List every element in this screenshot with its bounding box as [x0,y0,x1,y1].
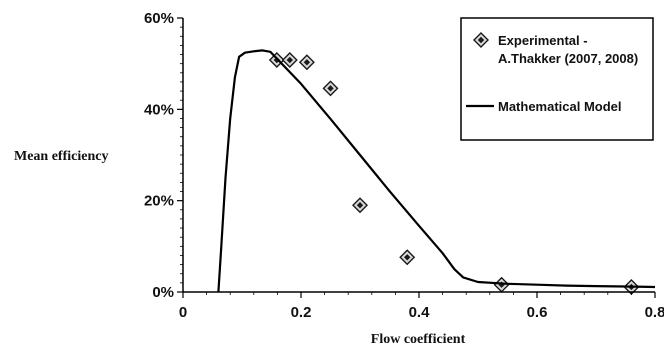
x-tick-label: 0.2 [291,304,312,321]
model-line [217,49,656,293]
x-tick-label: 0 [179,304,187,321]
y-tick-label: 20% [144,193,174,210]
x-axis-title: Flow coefficient [371,332,466,347]
experimental-point [281,52,298,69]
legend-box [460,17,654,141]
y-axis-title: Mean efficiency [14,149,108,164]
diamond-inner [404,254,411,261]
y-tick-label: 0% [152,284,174,301]
x-tick-label: 0.6 [527,304,548,321]
experimental-point [352,197,368,214]
diamond-inner [477,36,485,44]
y-tick-label: 60% [144,10,174,27]
axes: 0% 20% 40% 60% 0 0.2 0.4 0.6 0.8 [144,10,664,321]
legend-experimental-label: Experimental - [498,33,588,48]
legend: Experimental - A.Thakker (2007, 2008) Math… [460,17,654,141]
y-tick-label: 40% [144,101,174,118]
experimental-point [399,249,416,266]
legend-experimental-label: A.Thakker (2007, 2008) [498,51,638,66]
experimental-point [322,80,339,97]
legend-model-label: Mathematical Model [498,99,622,114]
diamond-inner [286,56,293,64]
x-tick-label: 0.8 [645,304,664,321]
diamond-inner [327,85,334,92]
plot-area [217,49,656,295]
x-tick-label: 0.4 [409,304,431,321]
diamond-inner [303,59,311,66]
legend-experimental-marker [473,32,489,48]
experimental-point [298,54,315,71]
diamond-inner [356,202,364,209]
